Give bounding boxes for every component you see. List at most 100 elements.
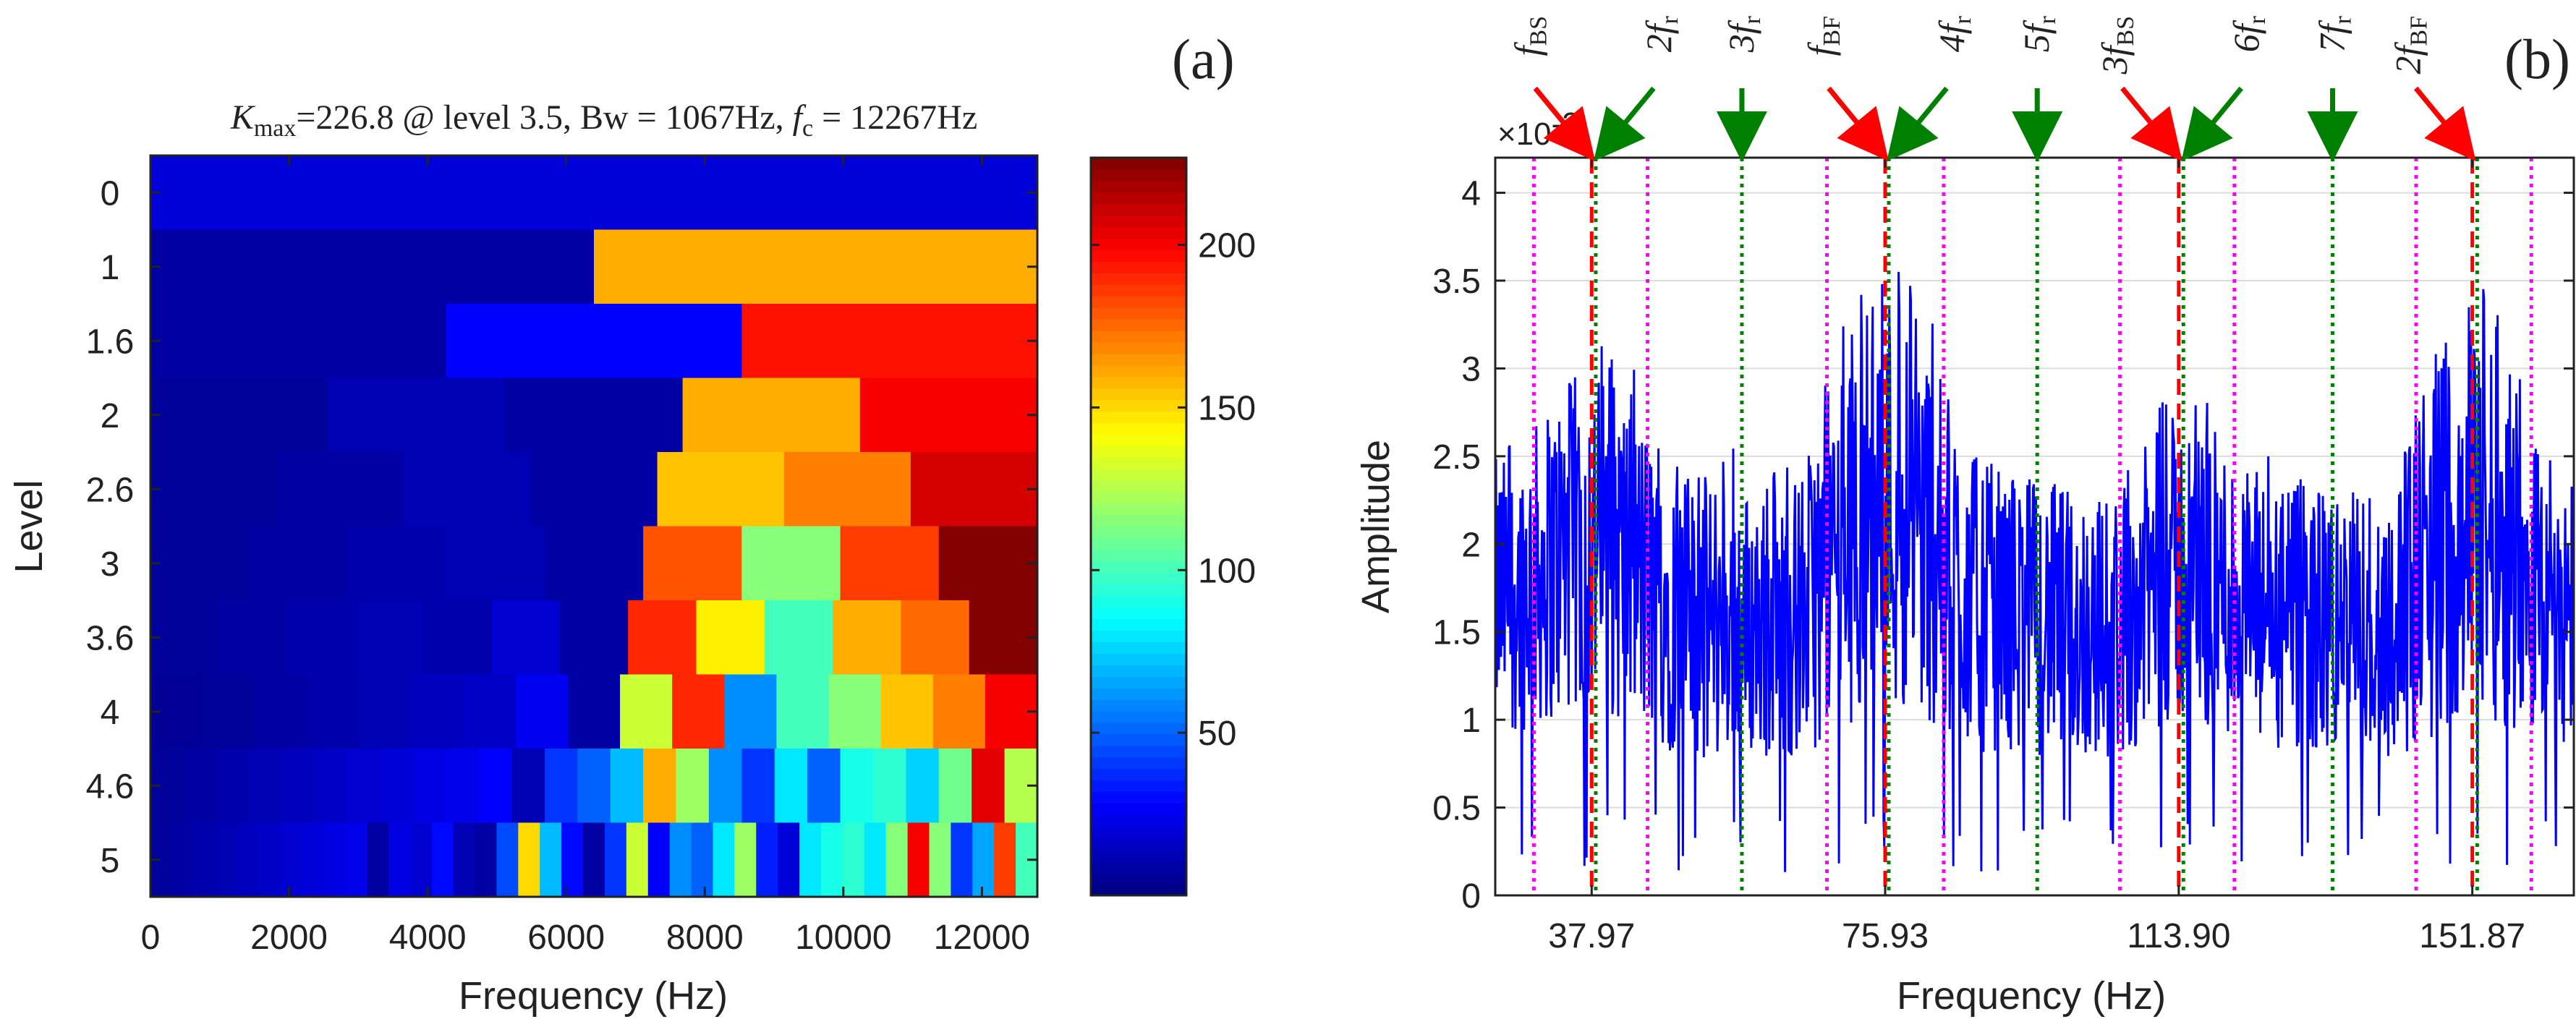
fault-frequency-arrow [2413, 86, 2476, 161]
title-part2: = 12267Hz [813, 98, 977, 137]
fault-frequency-arrow [1827, 86, 1889, 161]
colorbar-segment [1091, 780, 1186, 793]
heatmap-cell [281, 749, 315, 824]
heatmap-cell [354, 600, 424, 676]
colorbar-segment [1091, 561, 1186, 574]
heatmap-cell [696, 600, 765, 676]
heatmap-cell [388, 822, 411, 898]
heatmap-cell [626, 822, 649, 898]
heatmap-cell [724, 674, 778, 749]
heatmap-cell [511, 749, 545, 824]
colorbar-segment [1091, 180, 1186, 193]
fault-frequency-arrow [1533, 86, 1596, 161]
colorbar-segment [1091, 515, 1186, 527]
heatmap-cell [530, 452, 658, 527]
colorbar-segment [1091, 757, 1186, 770]
heatmap-cell [277, 452, 404, 527]
rotation-harmonic-label: 7fr [2312, 15, 2357, 52]
heatmap-cell [359, 674, 412, 749]
heatmap-cell [799, 822, 822, 898]
heatmap-cell [280, 822, 302, 898]
colorbar-segment [1091, 226, 1186, 239]
heatmap-cell [741, 304, 1038, 379]
heatmap-cell [328, 378, 506, 453]
heatmap-cell [910, 452, 1038, 527]
heatmap-cell [669, 822, 692, 898]
heatmap-cell [475, 822, 498, 898]
colorbar-segment [1091, 192, 1186, 205]
heatmap-cell [463, 674, 517, 749]
heatmap-cell [193, 822, 216, 898]
heatmap-cell [708, 749, 742, 824]
colorbar-segment [1091, 434, 1186, 447]
colorbar-ticks: 50 100 150 200 [1091, 227, 1256, 753]
heatmap-y-tick-label: 3.6 [86, 619, 135, 657]
colorbar-segment [1091, 376, 1186, 389]
heatmap-cell [885, 822, 909, 898]
heatmap-cell [302, 822, 324, 898]
colorbar-segment [1091, 158, 1186, 170]
colorbar-tick-label: 200 [1198, 227, 1256, 265]
heatmap-cell [409, 822, 433, 898]
heatmap-cell [643, 526, 742, 601]
heatmap-cell [604, 822, 627, 898]
colorbar-segment [1091, 353, 1186, 366]
heatmap-y-tick-label: 4.6 [86, 767, 135, 806]
spectrum-x-tick-labels: 37.97 75.93 113.90 151.87 [1548, 917, 2525, 955]
spectrum-y-tick-label: 4 [1461, 175, 1481, 213]
heatmap-cell [446, 304, 742, 379]
heatmap-ticks [149, 155, 1037, 897]
colorbar-segment [1091, 537, 1186, 550]
spectrum-y-tick-label: 0.5 [1432, 790, 1481, 828]
heatmap-cell [423, 600, 493, 676]
heatmap-cell [657, 452, 785, 527]
heatmap-x-tick-label: 4000 [389, 919, 467, 957]
heatmap-cell [776, 674, 830, 749]
colorbar-segment [1091, 595, 1186, 608]
colorbar-segment [1091, 261, 1186, 273]
heatmap-cell [764, 600, 833, 676]
fault-frequency-arrow [2120, 86, 2182, 161]
spectrum-x-axis-label: Frequency (Hz) [1897, 974, 2166, 1018]
heatmap-cell [859, 378, 1038, 453]
heatmap-cell [840, 526, 940, 601]
heatmap-cell [783, 452, 911, 527]
heatmap-cell [872, 749, 906, 824]
heatmap-cell [647, 822, 671, 898]
heatmap-y-axis-label: Level [7, 480, 51, 573]
heatmap-cell [682, 378, 861, 453]
spectrum-y-tick-label: 2.5 [1432, 438, 1481, 477]
heatmap-cell [150, 452, 278, 527]
colorbar-segment [1091, 803, 1186, 816]
heatmap-cell [255, 674, 307, 749]
heatmap-cell [453, 822, 476, 898]
heatmap-y-tick-labels: 0 1 1.6 2 2.6 3 3.6 4 4.6 5 [86, 174, 135, 880]
heatmap-cell [807, 749, 841, 824]
heatmap-cell [901, 600, 970, 676]
heatmap-cell [880, 674, 934, 749]
colorbar-tick-label: 50 [1198, 715, 1236, 753]
heatmap-cell [347, 526, 447, 601]
colorbar-segment [1091, 457, 1186, 469]
heatmap-cell [218, 600, 288, 676]
colorbar-segment [1091, 492, 1186, 504]
heatmap-cell [828, 674, 882, 749]
heatmap-cell [559, 600, 629, 676]
heatmap-cell [203, 674, 255, 749]
heatmap-x-tick-label: 10000 [795, 919, 891, 957]
spectrum-x-tick-label: 75.93 [1842, 917, 1929, 955]
heatmap-cell [544, 526, 644, 601]
colorbar-segment [1091, 342, 1186, 354]
colorbar-segment [1091, 584, 1186, 597]
colorbar-segment [1091, 884, 1186, 896]
marker-lines [1531, 158, 2533, 895]
heatmap-cell [150, 304, 447, 379]
heatmap-cell [515, 674, 569, 749]
rotation-harmonic-label: 3fr [1721, 15, 1766, 53]
heatmap-cell [258, 822, 281, 898]
spectrum-x-tick-label: 113.90 [2127, 917, 2230, 955]
heatmap-cell [237, 822, 260, 898]
spectrum-y-tick-label: 2 [1461, 526, 1481, 564]
heatmap-cell [315, 749, 349, 824]
